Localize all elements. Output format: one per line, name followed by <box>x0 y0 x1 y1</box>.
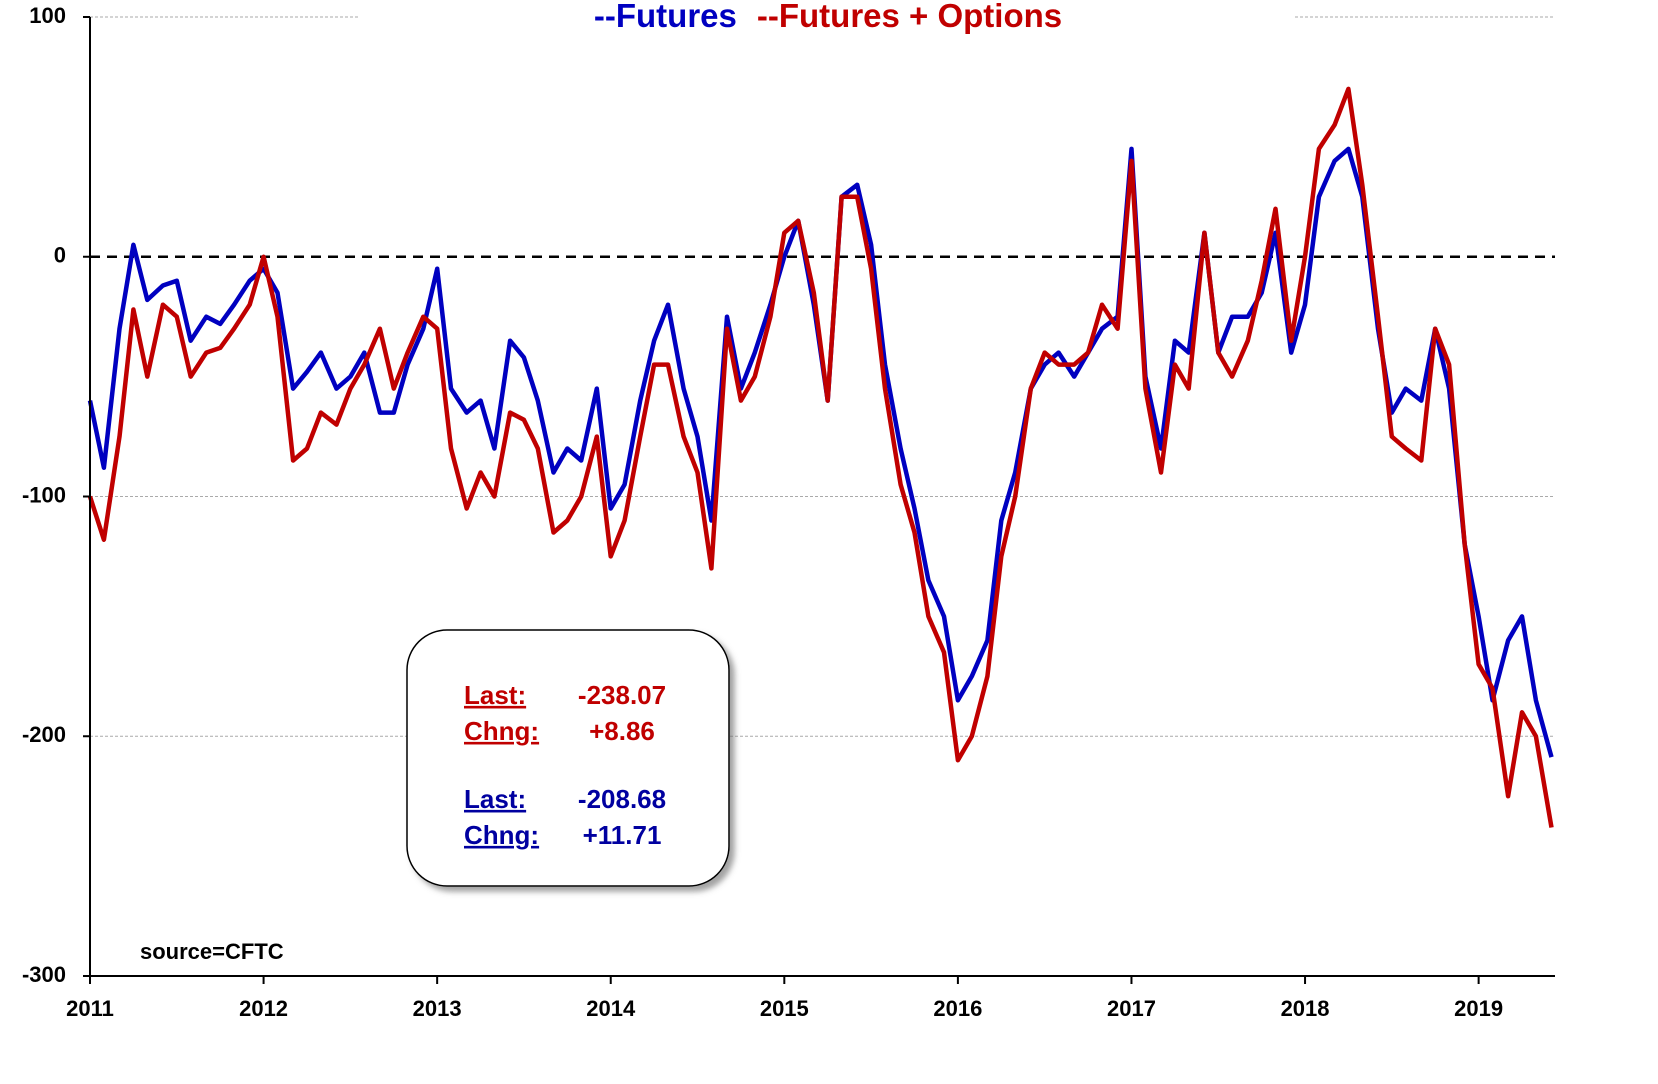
chart-title: --Futures --Futures + Options <box>594 0 1062 34</box>
legend-futures: --Futures <box>594 0 737 34</box>
summary-label: Chng: <box>464 820 539 850</box>
x-tick-label: 2013 <box>413 996 462 1021</box>
summary-value: +11.71 <box>583 820 662 850</box>
x-tick-label: 2019 <box>1454 996 1503 1021</box>
y-tick-label: -300 <box>22 962 66 987</box>
legend-futures-options: --Futures + Options <box>757 0 1062 34</box>
summary-label: Last: <box>464 680 526 710</box>
x-tick-label: 2012 <box>239 996 288 1021</box>
source-note: source=CFTC <box>140 939 284 964</box>
x-tick-label: 2011 <box>66 996 114 1021</box>
y-tick-label: -100 <box>22 482 66 507</box>
x-tick-label: 2015 <box>760 996 809 1021</box>
y-tick-label: 100 <box>29 3 66 28</box>
x-tick-label: 2016 <box>933 996 982 1021</box>
summary-value: +8.86 <box>589 716 655 746</box>
summary-box <box>406 629 730 887</box>
summary-value: -208.68 <box>578 784 666 814</box>
x-tick-label: 2014 <box>586 996 636 1021</box>
summary-label: Chng: <box>464 716 539 746</box>
lines <box>87 86 1554 828</box>
x-tick-label: 2018 <box>1281 996 1330 1021</box>
summary-label: Last: <box>464 784 526 814</box>
x-tick-label: 2017 <box>1107 996 1156 1021</box>
series-line <box>87 146 1554 758</box>
summary: Last: -238.07 Chng: +8.86 Last: -208.68 Chng: +… <box>464 680 666 850</box>
y-tick-label: 0 <box>54 243 66 268</box>
series-line <box>87 86 1554 828</box>
y-tick-label: -200 <box>22 722 66 747</box>
summary-value: -238.07 <box>578 680 666 710</box>
title-backdrop <box>360 0 1295 40</box>
